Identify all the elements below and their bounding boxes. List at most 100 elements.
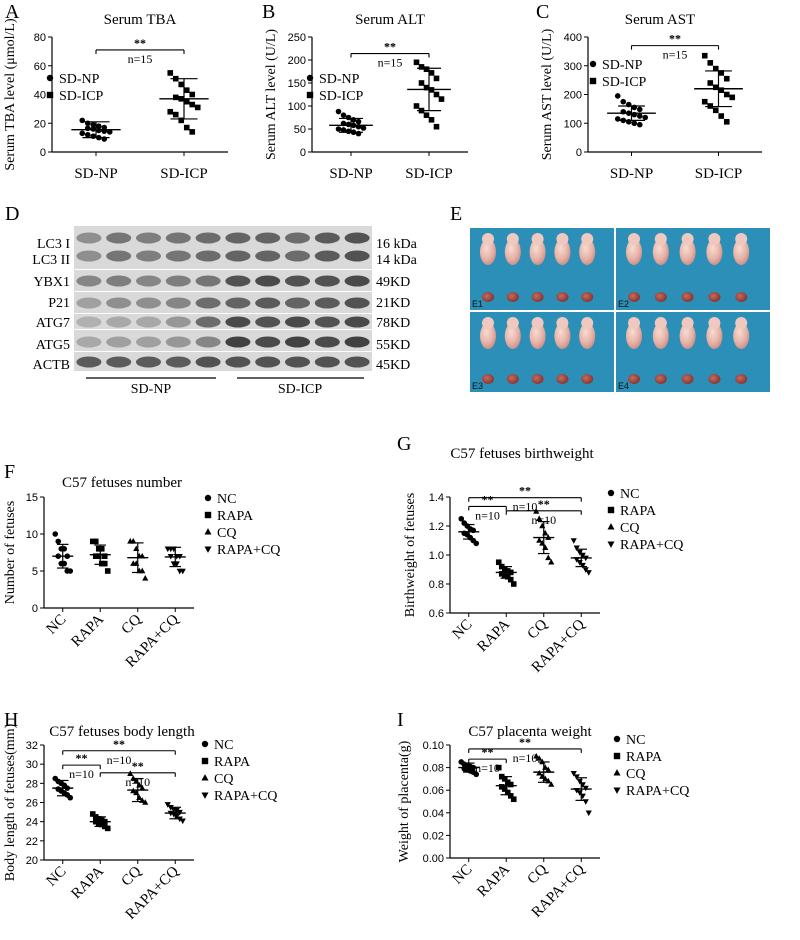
data-point	[504, 568, 511, 574]
significance-bracket: ** n=10	[62, 737, 176, 767]
data-point	[95, 123, 102, 129]
legend-marker-sd-np	[46, 74, 54, 82]
legend-label-rapa: RAPA	[620, 504, 657, 519]
x-tick-label-nc: NC	[450, 617, 476, 643]
protein-band	[76, 275, 102, 287]
data-point	[570, 771, 577, 777]
placenta	[628, 374, 640, 384]
panel-label: E	[450, 203, 462, 225]
protein-band	[284, 316, 311, 328]
data-point	[712, 84, 719, 91]
significance-stars: **	[482, 745, 494, 759]
protein-band	[225, 232, 251, 244]
y-tick-label: 0.08	[423, 763, 444, 775]
significance-stars: **	[384, 40, 396, 54]
data-point	[104, 825, 111, 832]
significance-stars: **	[519, 735, 531, 749]
protein-band	[76, 297, 102, 309]
placenta	[531, 292, 544, 302]
panel-i: I C57 placenta weight 0.00 0.02 0.04 0.06 0.08…	[397, 709, 689, 921]
series-cq	[533, 752, 555, 787]
data-point	[89, 811, 96, 817]
chart-title: C57 fetuses number	[62, 475, 182, 491]
protein-band	[106, 250, 132, 262]
protein-band	[344, 297, 370, 309]
protein-band	[106, 316, 132, 328]
data-point	[504, 779, 511, 786]
data-point	[133, 545, 140, 552]
fetus	[480, 323, 496, 349]
data-point	[473, 771, 480, 778]
legend-marker-cq	[607, 523, 615, 530]
data-point	[172, 94, 179, 101]
fetus	[679, 323, 696, 349]
protein-band	[195, 297, 221, 309]
protein-band	[165, 356, 191, 368]
legend-label-nc: NC	[620, 487, 639, 502]
data-point	[98, 546, 105, 552]
y-axis-label: Weight of placenta(g)	[397, 740, 412, 862]
data-point	[92, 553, 99, 559]
protein-band	[225, 356, 251, 368]
y-tick-label: 40	[34, 90, 46, 102]
y-tick-label: 100	[564, 118, 582, 130]
y-tick-label: 1.0	[429, 550, 444, 562]
y-tick-label: 0	[576, 147, 582, 159]
series-rapa	[495, 764, 517, 803]
series-rapa-cq	[570, 538, 592, 576]
protein-band	[255, 356, 281, 368]
significance-stars: **	[482, 492, 494, 506]
y-tick-label: 0.8	[429, 579, 444, 591]
data-point	[495, 559, 502, 566]
placenta	[735, 374, 748, 384]
data-point	[101, 560, 108, 567]
data-point	[498, 571, 505, 577]
data-point	[189, 91, 196, 98]
group-label-sd-icp: SD-ICP	[278, 382, 323, 397]
x-tick-label-nc: NC	[44, 612, 70, 638]
x-tick-label-nc: NC	[44, 864, 70, 890]
data-point	[142, 799, 149, 805]
fetus	[706, 323, 723, 349]
x-tick-label-cq: CQ	[119, 611, 145, 637]
legend: NC RAPA CQ RAPA+CQ	[204, 492, 280, 558]
x-tick-label-cq: CQ	[119, 863, 145, 889]
data-point	[340, 112, 347, 118]
protein-band	[135, 297, 162, 309]
data-point	[92, 538, 99, 545]
y-tick-label: 150	[288, 78, 306, 90]
data-point	[701, 52, 708, 59]
legend-label-rapa: RAPA	[626, 750, 663, 765]
series-nc	[52, 775, 74, 801]
protein-band	[255, 250, 281, 262]
legend-marker-rapa-cq	[607, 541, 615, 548]
fetus	[504, 239, 521, 265]
legend-marker-rapa-cq	[201, 792, 209, 799]
fetus	[579, 323, 596, 349]
blot-size-label: 78KD	[376, 316, 410, 331]
protein-band	[76, 336, 102, 348]
data-point	[433, 91, 440, 98]
legend-label-sd-icp: SD-ICP	[59, 89, 104, 104]
protein-band	[344, 316, 370, 328]
fetus-head	[708, 317, 721, 329]
data-point	[360, 125, 367, 131]
panel-c: C Serum AST 0 100 200 300 400 Serum AST level (…	[536, 1, 762, 182]
data-point	[413, 59, 420, 66]
placenta	[681, 292, 694, 302]
legend-label-sd-np: SD-NP	[602, 58, 643, 73]
protein-band	[165, 297, 191, 309]
protein-band	[135, 356, 162, 368]
data-point	[142, 575, 149, 581]
blot-row-label-actb: ACTB	[33, 358, 70, 373]
protein-band	[314, 275, 340, 287]
legend: SD-NP SD-ICP	[46, 72, 104, 104]
protein-band	[135, 275, 162, 287]
data-point	[95, 127, 102, 134]
chart-title: C57 fetuses body length	[49, 724, 195, 740]
fetus	[579, 239, 596, 265]
protein-band	[225, 250, 251, 262]
protein-band	[135, 336, 162, 348]
legend-label-sd-icp: SD-ICP	[319, 89, 364, 104]
placenta	[531, 374, 544, 384]
